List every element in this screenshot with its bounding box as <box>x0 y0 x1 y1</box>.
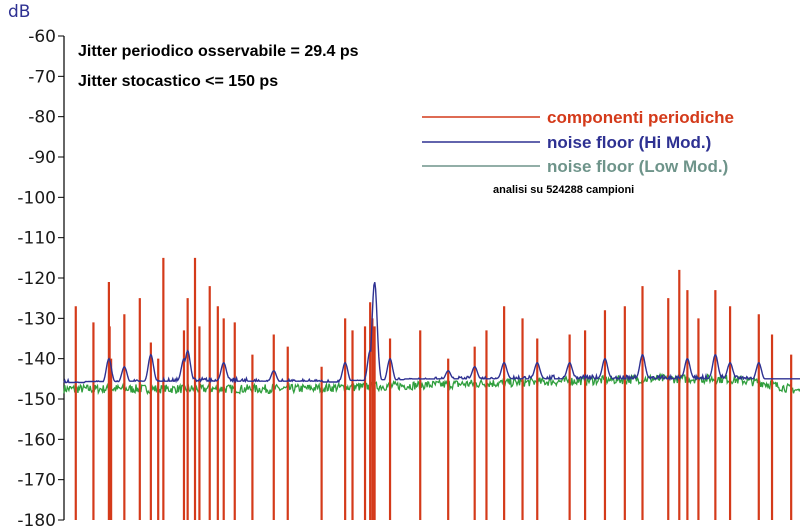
y-tick-label: -80 <box>28 108 56 128</box>
y-tick-label: -120 <box>17 269 56 289</box>
y-tick-label: -180 <box>17 511 56 527</box>
y-tick-label: -110 <box>17 229 56 249</box>
y-tick-label: -90 <box>28 148 56 168</box>
y-tick-label: -70 <box>28 67 56 87</box>
y-tick-label: -160 <box>17 430 56 450</box>
series-line-hi-mod <box>63 281 800 384</box>
y-tick-label: -140 <box>17 350 56 370</box>
annotation-periodic-jitter: Jitter periodico osservabile = 29.4 ps <box>78 43 359 60</box>
series-line-low-mod <box>63 372 800 396</box>
legend-label-hi-mod: noise floor (Hi Mod.) <box>547 133 711 152</box>
legend: componenti periodiche noise floor (Hi Mo… <box>422 108 734 176</box>
y-tick-label: -150 <box>17 390 56 410</box>
y-tick-label: -100 <box>17 188 56 208</box>
y-ticks: -60 -70 -80 -90 -100 -110 -120 -130 -140 -150 -160… <box>17 27 64 527</box>
legend-label-low-mod: noise floor (Low Mod.) <box>547 157 728 176</box>
y-tick-label: -130 <box>17 309 56 329</box>
plot-area <box>63 257 800 520</box>
y-unit-label: dB <box>8 2 30 22</box>
legend-label-periodic: componenti periodiche <box>547 108 734 127</box>
annotation-stochastic-jitter: Jitter stocastico <= 150 ps <box>78 73 278 90</box>
y-tick-label: -170 <box>17 471 56 491</box>
sample-count-note: analisi su 524288 campioni <box>493 184 634 196</box>
y-tick-label: -60 <box>28 27 56 47</box>
